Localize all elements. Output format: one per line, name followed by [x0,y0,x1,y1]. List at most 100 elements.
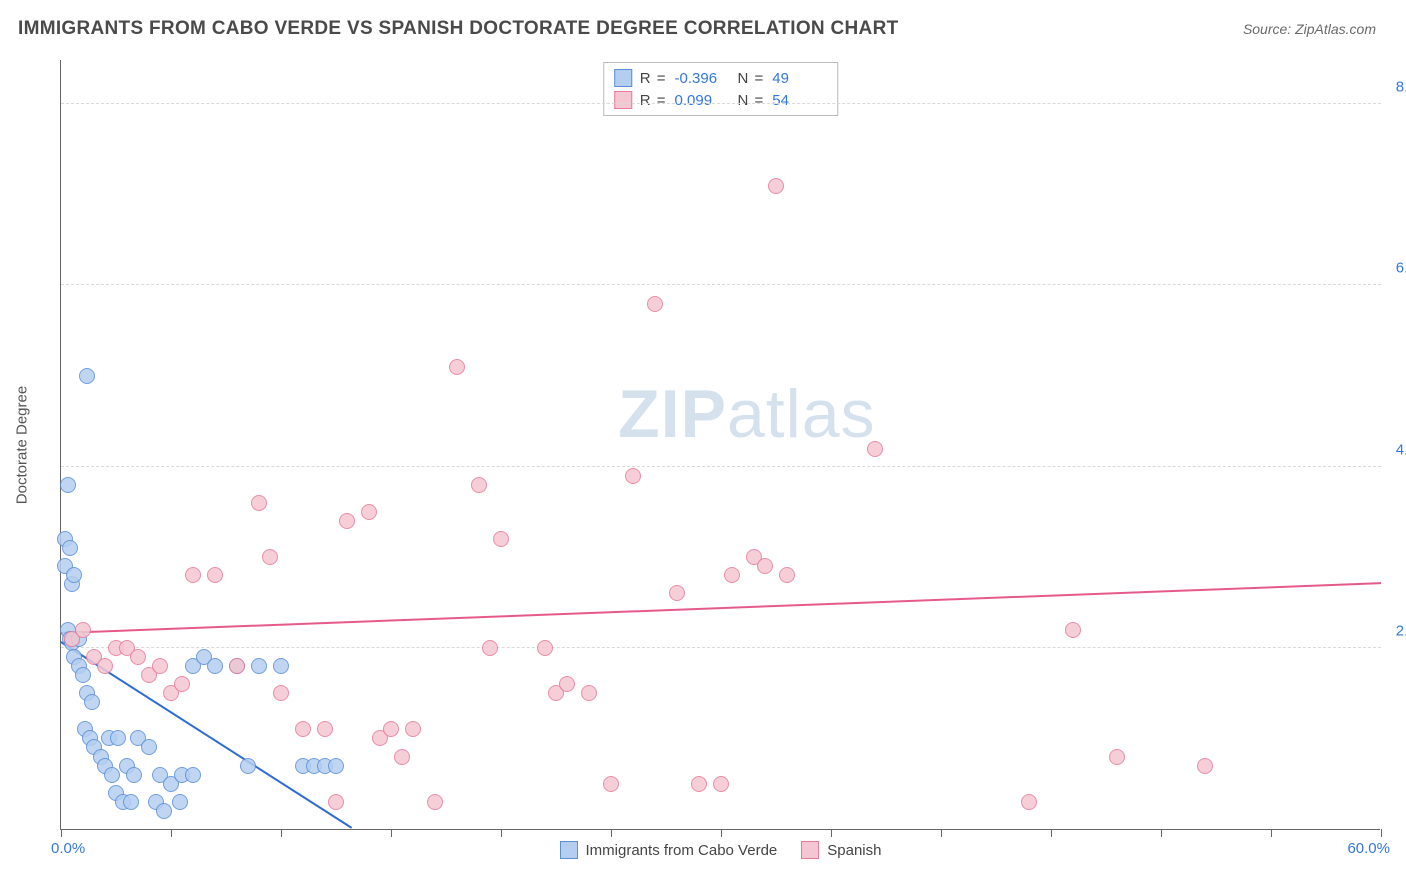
header: IMMIGRANTS FROM CABO VERDE VS SPANISH DO… [0,0,1406,50]
data-point [141,739,157,755]
r-label: R = [640,92,667,109]
legend-label-0: Immigrants from Cabo Verde [586,842,778,859]
data-point [207,658,223,674]
data-point [449,359,465,375]
data-point [581,685,597,701]
data-point [273,658,289,674]
data-point [207,567,223,583]
data-point [768,178,784,194]
data-point [240,758,256,774]
data-point [229,658,245,674]
data-point [779,567,795,583]
grid-line [61,103,1381,104]
data-point [1065,622,1081,638]
x-tick [171,829,172,837]
data-point [328,758,344,774]
data-point [713,776,729,792]
data-point [537,640,553,656]
x-tick [831,829,832,837]
data-point [75,622,91,638]
data-point [647,296,663,312]
data-point [559,676,575,692]
data-point [152,658,168,674]
data-point [1109,749,1125,765]
x-max-label: 60.0% [1347,840,1390,857]
plot-area: ZIPatlas R = -0.396 N = 49 R = 0.099 N =… [60,60,1380,830]
data-point [156,803,172,819]
y-tick-label: 2.0% [1380,622,1406,639]
data-point [97,658,113,674]
data-point [84,694,100,710]
chart-container: Doctorate Degree ZIPatlas R = -0.396 N =… [60,60,1380,830]
y-tick-label: 4.0% [1380,441,1406,458]
data-point [669,585,685,601]
watermark-zip: ZIP [618,376,727,452]
grid-line [61,466,1381,467]
data-point [251,658,267,674]
r-label: R = [640,70,667,87]
data-point [130,649,146,665]
grid-line [61,284,1381,285]
chart-title: IMMIGRANTS FROM CABO VERDE VS SPANISH DO… [18,18,899,40]
data-point [867,441,883,457]
data-point [60,477,76,493]
r-value-0: -0.396 [675,70,730,87]
n-label: N = [738,70,765,87]
data-point [123,794,139,810]
data-point [262,549,278,565]
n-value-1: 54 [772,92,827,109]
data-point [757,558,773,574]
data-point [603,776,619,792]
trend-line [61,582,1381,634]
watermark-atlas: atlas [727,376,876,452]
x-tick [1051,829,1052,837]
data-point [75,667,91,683]
source-label: Source: ZipAtlas.com [1243,21,1376,37]
x-tick [941,829,942,837]
legend-row: R = 0.099 N = 54 [614,89,828,111]
y-tick-label: 6.0% [1380,260,1406,277]
data-point [251,495,267,511]
x-min-label: 0.0% [51,840,85,857]
legend-swatch [801,841,819,859]
data-point [172,794,188,810]
grid-line [61,647,1381,648]
data-point [62,540,78,556]
data-point [174,676,190,692]
x-tick [281,829,282,837]
x-tick [391,829,392,837]
x-tick [61,829,62,837]
data-point [79,368,95,384]
data-point [394,749,410,765]
correlation-legend: R = -0.396 N = 49 R = 0.099 N = 54 [603,62,839,116]
r-value-1: 0.099 [675,92,730,109]
data-point [328,794,344,810]
data-point [126,767,142,783]
legend-label-1: Spanish [827,842,881,859]
data-point [724,567,740,583]
legend-swatch [614,69,632,87]
watermark: ZIPatlas [618,375,875,453]
data-point [493,531,509,547]
data-point [471,477,487,493]
data-point [110,730,126,746]
data-point [185,767,201,783]
x-tick [1381,829,1382,837]
series-legend: Immigrants from Cabo Verde Spanish [560,841,882,859]
n-label: N = [738,92,765,109]
legend-swatch [614,91,632,109]
data-point [317,721,333,737]
data-point [405,721,421,737]
n-value-0: 49 [772,70,827,87]
data-point [339,513,355,529]
data-point [482,640,498,656]
y-axis-label: Doctorate Degree [14,386,31,504]
data-point [66,567,82,583]
legend-item: Spanish [801,841,881,859]
data-point [185,567,201,583]
data-point [104,767,120,783]
x-tick [611,829,612,837]
x-tick [1161,829,1162,837]
x-tick [721,829,722,837]
y-tick-label: 8.0% [1380,79,1406,96]
